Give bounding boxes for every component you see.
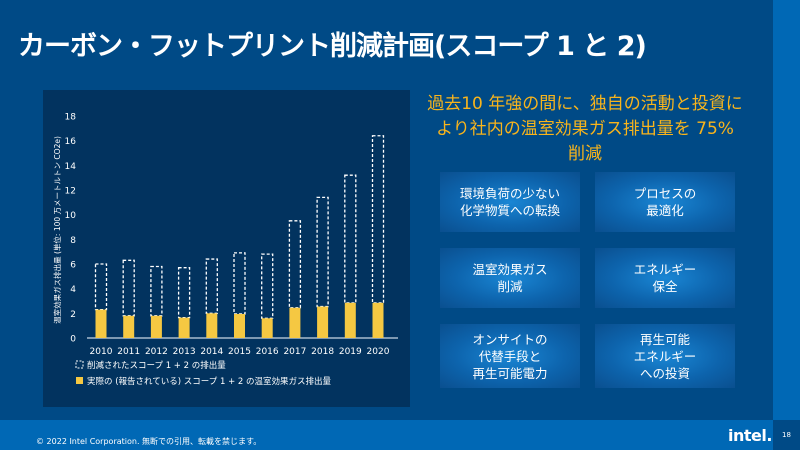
x-tick-label: 2016 xyxy=(256,347,279,357)
x-tick-label: 2014 xyxy=(200,347,223,357)
card-process: プロセスの 最適化 xyxy=(595,172,735,232)
y-tick-label: 4 xyxy=(70,285,76,295)
actual-bar xyxy=(178,317,190,338)
x-tick-label: 2019 xyxy=(339,347,362,357)
page-number: 18 xyxy=(773,420,800,450)
chart-panel: 温室効果ガス排出量 (単位: 100 万メートルトン CO2e) 0 2 4 6 8 10 1… xyxy=(43,90,410,407)
y-tick-label: 6 xyxy=(70,261,76,271)
headline: 過去10 年強の間に、独自の活動と投資により社内の温室効果ガス排出量を 75% … xyxy=(427,94,743,164)
reduced-bar xyxy=(371,135,385,304)
reduced-bar xyxy=(288,220,302,309)
actual-bar xyxy=(95,309,107,338)
x-tick-label: 2018 xyxy=(311,347,334,357)
reduced-bar xyxy=(316,196,329,308)
reduced-bar xyxy=(122,259,135,317)
actual-bar xyxy=(317,306,329,338)
actual-bar xyxy=(150,315,162,338)
accent-strip xyxy=(773,0,800,420)
x-tick-label: 2011 xyxy=(117,347,140,357)
x-tick-label: 2012 xyxy=(145,347,168,357)
card-chemicals: 環境負荷の少ない 化学物質への転換 xyxy=(440,172,580,232)
y-tick-label: 16 xyxy=(65,137,77,147)
emissions-chart: 温室効果ガス排出量 (単位: 100 万メートルトン CO2e) 0 2 4 6 8 10 1… xyxy=(52,113,398,387)
card-energy-conservation: エネルギー 保全 xyxy=(595,248,735,308)
x-tick-label: 2013 xyxy=(173,347,196,357)
y-tick-label: 10 xyxy=(65,211,77,221)
card-renewable: 再生可能 エネルギー への投資 xyxy=(595,324,735,388)
reduced-bar xyxy=(94,263,108,311)
y-tick-label: 14 xyxy=(65,162,77,172)
actual-bar xyxy=(289,307,301,338)
reduced-bar xyxy=(233,252,246,315)
intel-logo: intel. xyxy=(728,426,772,445)
y-tick-label: 12 xyxy=(65,187,76,197)
actual-bar xyxy=(123,315,135,338)
card-ghg: 温室効果ガス 削減 xyxy=(440,248,580,308)
y-tick-label: 0 xyxy=(70,335,76,345)
y-tick-label: 18 xyxy=(65,113,77,123)
page-title: カーボン・フットプリント削減計画(スコープ 1 と 2) xyxy=(18,31,647,62)
legend-swatch-actual xyxy=(76,377,83,384)
actual-bar xyxy=(206,313,218,338)
reduced-bar xyxy=(344,174,357,304)
y-tick-label: 2 xyxy=(70,310,76,320)
footer xyxy=(0,420,773,450)
actual-bar xyxy=(344,302,356,338)
card-onsite: オンサイトの 代替手段と 再生可能電力 xyxy=(440,324,580,388)
copyright: © 2022 Intel Corporation. 無断での引用、転載を禁じます… xyxy=(36,437,262,446)
x-tick-label: 2017 xyxy=(283,347,306,357)
x-tick-label: 2015 xyxy=(228,347,251,357)
actual-bar xyxy=(372,302,384,338)
reduced-bar xyxy=(177,267,191,319)
legend-swatch-reduced xyxy=(75,360,84,369)
legend-label-reduced: 削減されたスコープ 1 + 2 の排出量 xyxy=(87,360,226,371)
x-tick-label: 2020 xyxy=(367,347,390,357)
y-tick-label: 8 xyxy=(70,236,76,246)
y-axis-label: 温室効果ガス排出量 (単位: 100 万メートルトン CO2e) xyxy=(52,136,62,324)
reduced-bar xyxy=(150,265,163,317)
reduced-bar xyxy=(205,258,218,314)
x-tick-label: 2010 xyxy=(90,347,113,357)
legend-label-actual: 実際の (報告されている) スコープ 1 + 2 の温室効果ガス排出量 xyxy=(87,376,332,387)
actual-bar xyxy=(261,318,273,338)
actual-bar xyxy=(234,313,245,338)
reduced-bar xyxy=(261,253,274,319)
